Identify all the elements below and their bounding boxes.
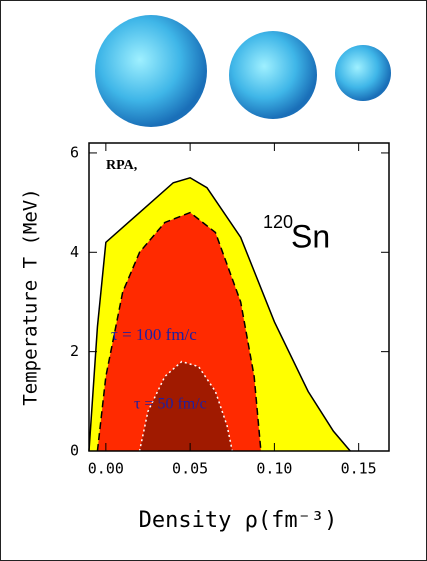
x-tick-label: 0.10 bbox=[256, 460, 292, 478]
nucleus-small bbox=[335, 45, 391, 101]
y-tick-label: 2 bbox=[70, 342, 79, 360]
annotation: Sn bbox=[291, 218, 330, 254]
area-outline bbox=[138, 360, 233, 452]
nucleus-large bbox=[95, 15, 207, 127]
plot-frame bbox=[88, 142, 390, 452]
y-axis-label: Temperature T (MeV) bbox=[20, 188, 42, 405]
area bbox=[97, 212, 261, 451]
x-tick-label: 0.15 bbox=[341, 460, 377, 478]
y-tick-label: 0 bbox=[70, 442, 79, 460]
nucleus-medium bbox=[229, 31, 317, 119]
area-outline bbox=[96, 211, 262, 452]
x-axis-label: Density ρ(fm⁻³) bbox=[139, 508, 338, 533]
annotation: 120 bbox=[263, 212, 293, 232]
annotation: τ = 100 fm/c bbox=[111, 325, 197, 344]
y-tick-label: 4 bbox=[70, 243, 79, 261]
area bbox=[139, 361, 233, 451]
y-tick-label: 6 bbox=[70, 143, 79, 161]
area-outline bbox=[88, 176, 351, 452]
x-tick-label: 0.00 bbox=[88, 460, 124, 478]
annotation: τ = 50 fm/c bbox=[134, 396, 207, 413]
annotation: RPA, bbox=[106, 158, 137, 173]
x-tick-label: 0.05 bbox=[172, 460, 208, 478]
